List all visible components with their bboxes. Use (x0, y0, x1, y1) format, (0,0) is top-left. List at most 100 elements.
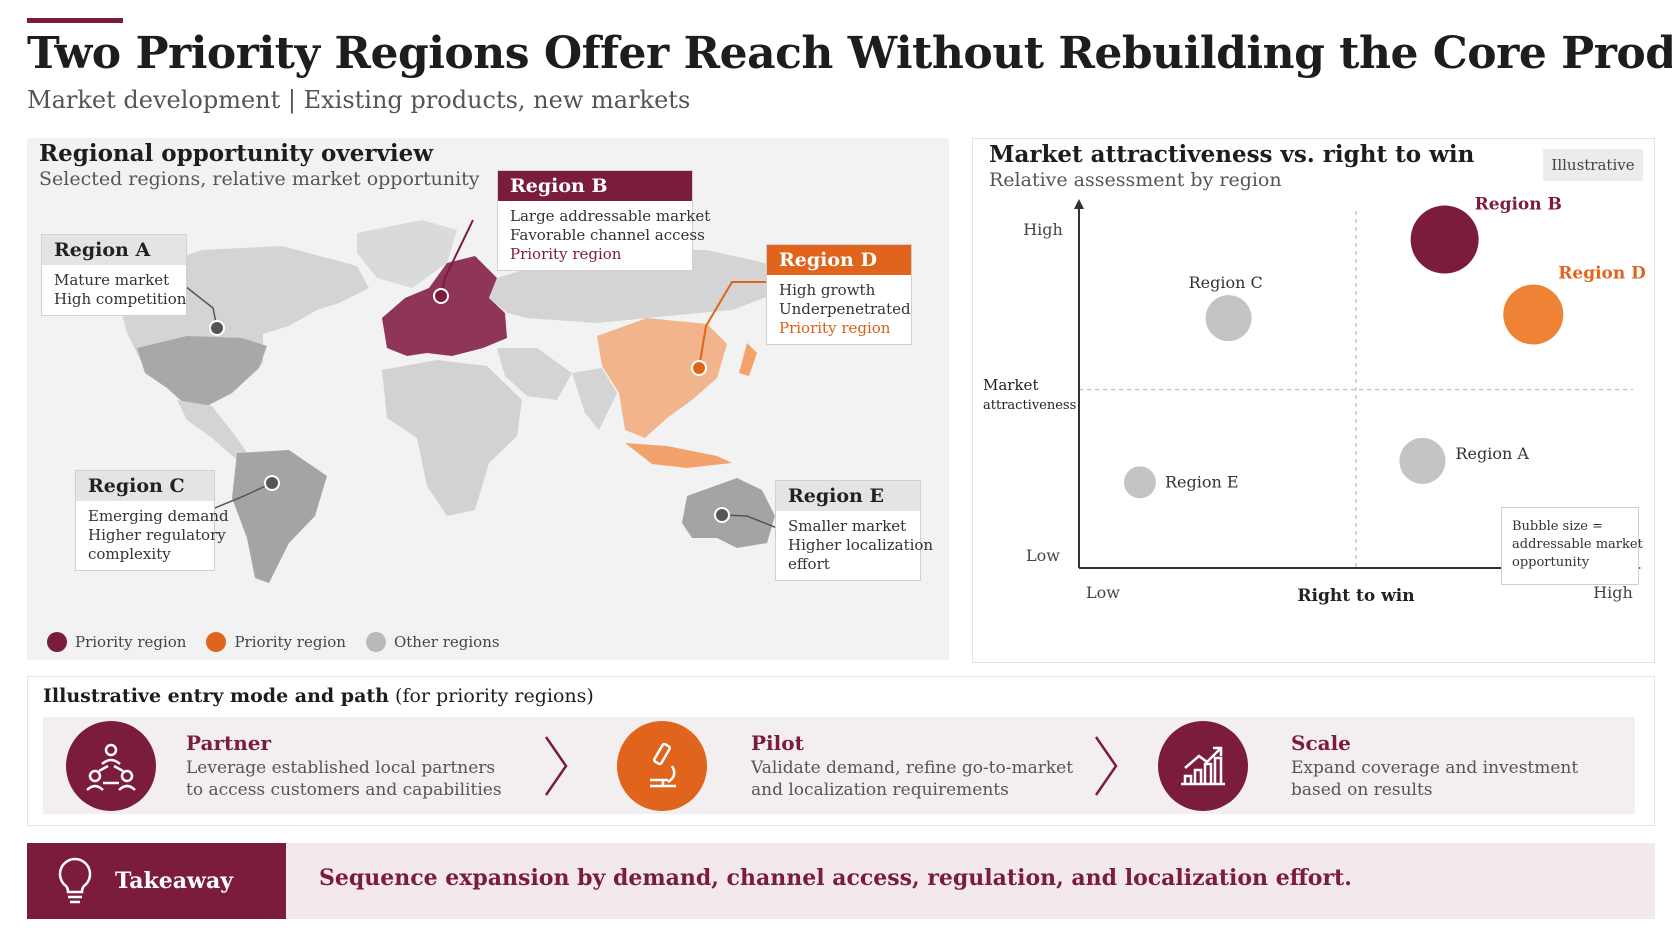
y-tick-label: Low (1026, 546, 1060, 565)
map-region-d-islands (739, 343, 757, 376)
world-map (119, 219, 805, 583)
marker-region-e (714, 507, 730, 523)
map-panel: Regional opportunity overview Selected r… (27, 138, 949, 660)
callout-region-e-line: Higher localization (788, 536, 934, 554)
connector-region-c (209, 482, 273, 511)
marker-region-a (209, 320, 225, 336)
data-label: Region A (1455, 444, 1529, 463)
y-axis-label: attractiveness (983, 398, 1076, 413)
entry-title-rest: (for priority regions) (395, 685, 594, 707)
data-label: Region C (1189, 273, 1263, 292)
connector-region-d (698, 281, 766, 369)
page-subtitle: Market development | Existing products, … (27, 86, 691, 114)
legend-dot (47, 632, 67, 652)
data-point-region-a (1399, 437, 1446, 484)
map-region-c (232, 450, 327, 583)
growth-chart-icon (1158, 721, 1248, 811)
map-region-d (597, 318, 727, 438)
legend-item-priority-orange: Priority region (206, 632, 346, 652)
illustrative-badge: Illustrative (1543, 149, 1643, 181)
map-legend: Priority region Priority region Other re… (47, 632, 520, 652)
takeaway-label: Takeaway (115, 868, 233, 894)
map-region-d-southeast (625, 443, 732, 468)
data-point-region-c (1205, 295, 1252, 342)
x-tick-label: High (1593, 583, 1633, 602)
step-desc-line: Leverage established local partners (186, 758, 496, 778)
callout-region-c-line: complexity (88, 545, 171, 563)
data-label: Region D (1558, 264, 1646, 284)
step-pilot-title: Pilot (751, 731, 804, 755)
callout-region-d-line: Underpenetrated (779, 300, 911, 318)
takeaway-text: Sequence expansion by demand, channel ac… (319, 865, 1352, 891)
bubble-note-line: Bubble size = (1512, 519, 1603, 534)
step-scale-title: Scale (1291, 731, 1351, 755)
callout-region-e-line: Smaller market (788, 517, 907, 535)
map-panel-title: Regional opportunity overview (39, 140, 434, 167)
data-point-region-d (1503, 284, 1564, 345)
step-partner-title: Partner (186, 731, 272, 755)
step-desc-line: Expand coverage and investment (1291, 758, 1579, 778)
entry-path-title: Illustrative entry mode and path (for pr… (43, 685, 594, 707)
map-africa (382, 360, 522, 516)
data-label: Region E (1165, 472, 1239, 491)
legend-dot (206, 632, 227, 652)
callout-region-a-title: Region A (42, 235, 186, 265)
chart-panel: Market attractiveness vs. right to win R… (972, 138, 1655, 663)
map-india (572, 368, 617, 430)
step-pilot-desc: Validate demand, refine go-to-market and… (751, 757, 1073, 801)
page-title: Two Priority Regions Offer Reach Without… (27, 28, 1672, 79)
entry-title-bold: Illustrative entry mode and path (43, 685, 389, 707)
legend-label: Other regions (393, 633, 500, 651)
title-accent-bar (27, 18, 123, 23)
entry-path-section: Illustrative entry mode and path (for pr… (27, 676, 1655, 826)
legend-item-other: Other regions (365, 632, 500, 652)
map-middle-east (497, 348, 572, 400)
callout-region-a-line: Mature market (54, 271, 170, 289)
map-greenland (357, 220, 457, 288)
callout-region-c-line: Higher regulatory (88, 526, 226, 544)
callout-region-e-line: effort (788, 555, 830, 573)
connector-region-e (721, 514, 778, 529)
marker-region-b (433, 288, 449, 304)
map-region-a (137, 336, 267, 406)
bubble-note-line: addressable market (1512, 537, 1643, 552)
microscope-icon (617, 721, 707, 811)
marker-region-d (691, 360, 707, 376)
callout-region-d: Region D High growth Underpenetrated Pri… (766, 244, 912, 345)
data-label: Region B (1475, 195, 1562, 215)
map-central-america (177, 400, 249, 460)
callout-region-c-line: Emerging demand (88, 507, 229, 525)
callout-region-b-title: Region B (498, 171, 692, 201)
step-desc-line: Validate demand, refine go-to-market (751, 758, 1074, 778)
callout-region-a: Region A Mature market High competition (41, 234, 187, 316)
y-axis-arrow (1074, 199, 1084, 209)
chevron-right-icon (1094, 736, 1118, 796)
step-desc-line: and localization requirements (751, 780, 1009, 800)
bubble-size-note: Bubble size = addressable market opportu… (1501, 507, 1643, 585)
step-scale-desc: Expand coverage and investment based on … (1291, 757, 1578, 801)
scatter-chart: High Low Low High Right to win Market attracti… (983, 195, 1646, 606)
x-axis-label: Right to win (1297, 586, 1414, 606)
chart-title: Market attractiveness vs. right to win (989, 141, 1475, 168)
chart-subtitle: Relative assessment by region (989, 169, 1282, 191)
callout-region-b-tag: Priority region (510, 245, 622, 263)
legend-item-priority-maroon: Priority region (47, 632, 186, 652)
y-axis-label: Market (983, 376, 1038, 394)
map-panel-subtitle: Selected regions, relative market opport… (39, 168, 480, 190)
x-tick-label: Low (1086, 583, 1120, 602)
map-region-b (382, 256, 507, 356)
step-desc-line: to access customers and capabilities (186, 780, 502, 800)
callout-region-c-title: Region C (76, 471, 214, 501)
callout-region-d-tag: Priority region (779, 319, 891, 337)
takeaway-banner: Takeaway Sequence expansion by demand, c… (27, 843, 1655, 919)
callout-region-b-line: Large addressable market (510, 207, 711, 225)
callout-region-c: Region C Emerging demand Higher regulato… (75, 470, 229, 571)
step-partner-desc: Leverage established local partners to a… (186, 757, 502, 801)
takeaway-label-box: Takeaway (27, 843, 286, 919)
legend-label: Priority region (75, 633, 187, 651)
legend-label: Priority region (234, 633, 346, 651)
callout-region-b: Region B Large addressable market Favora… (497, 170, 711, 271)
callout-region-e: Region E Smaller market Higher localizat… (775, 480, 934, 581)
entry-path-band (43, 717, 1635, 814)
data-point-region-e (1123, 466, 1156, 499)
